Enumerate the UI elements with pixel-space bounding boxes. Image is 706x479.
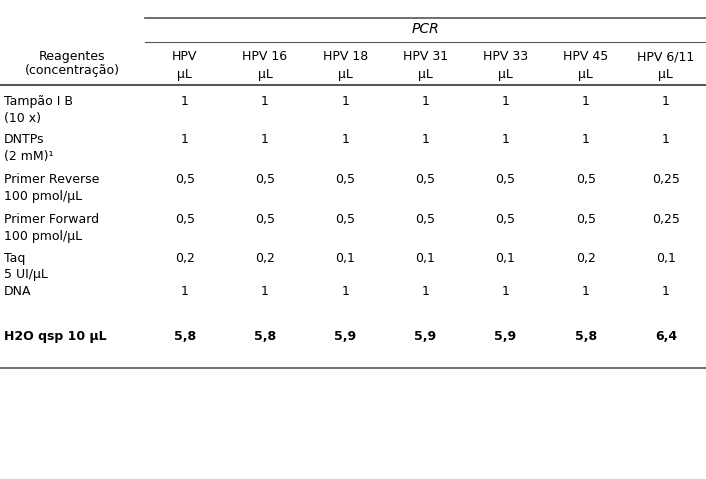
Text: DNA: DNA xyxy=(4,285,32,298)
Text: 0,1: 0,1 xyxy=(415,252,436,265)
Text: 0,5: 0,5 xyxy=(575,173,596,186)
Text: HPV: HPV xyxy=(172,50,198,63)
Text: 6,4: 6,4 xyxy=(655,330,677,343)
Text: 1: 1 xyxy=(341,133,349,146)
Text: H2O qsp 10 μL: H2O qsp 10 μL xyxy=(4,330,107,343)
Text: 0,5: 0,5 xyxy=(175,173,195,186)
Text: 1: 1 xyxy=(662,133,670,146)
Text: HPV 45: HPV 45 xyxy=(563,50,609,63)
Text: HPV 6/11: HPV 6/11 xyxy=(638,50,695,63)
Text: 0,2: 0,2 xyxy=(175,252,195,265)
Text: 1: 1 xyxy=(181,95,189,108)
Text: 1: 1 xyxy=(662,285,670,298)
Text: 0,5: 0,5 xyxy=(415,173,436,186)
Text: μL: μL xyxy=(418,68,433,81)
Text: μL: μL xyxy=(498,68,513,81)
Text: 0,5: 0,5 xyxy=(175,213,195,226)
Text: 1: 1 xyxy=(582,285,590,298)
Text: (2 mM)¹: (2 mM)¹ xyxy=(4,150,54,163)
Text: Primer Reverse: Primer Reverse xyxy=(4,173,100,186)
Text: DNTPs: DNTPs xyxy=(4,133,44,146)
Text: 0,5: 0,5 xyxy=(496,213,515,226)
Text: 1: 1 xyxy=(501,133,510,146)
Text: 0,2: 0,2 xyxy=(576,252,596,265)
Text: 1: 1 xyxy=(662,95,670,108)
Text: 0,5: 0,5 xyxy=(255,213,275,226)
Text: μL: μL xyxy=(659,68,674,81)
Text: 1: 1 xyxy=(582,133,590,146)
Text: 0,25: 0,25 xyxy=(652,213,680,226)
Text: μL: μL xyxy=(337,68,352,81)
Text: 100 pmol/μL: 100 pmol/μL xyxy=(4,190,82,203)
Text: 1: 1 xyxy=(421,95,429,108)
Text: Tampão I B: Tampão I B xyxy=(4,95,73,108)
Text: 1: 1 xyxy=(181,133,189,146)
Text: Reagentes: Reagentes xyxy=(39,50,106,63)
Text: Primer Forward: Primer Forward xyxy=(4,213,99,226)
Text: 5 UI/μL: 5 UI/μL xyxy=(4,268,48,281)
Text: 0,5: 0,5 xyxy=(335,173,355,186)
Text: μL: μL xyxy=(578,68,593,81)
Text: 1: 1 xyxy=(501,285,510,298)
Text: μL: μL xyxy=(177,68,192,81)
Text: HPV 31: HPV 31 xyxy=(403,50,448,63)
Text: 1: 1 xyxy=(341,285,349,298)
Text: 0,5: 0,5 xyxy=(496,173,515,186)
Text: 0,1: 0,1 xyxy=(656,252,676,265)
Text: 5,8: 5,8 xyxy=(254,330,276,343)
Text: μL: μL xyxy=(258,68,273,81)
Text: 1: 1 xyxy=(582,95,590,108)
Text: 0,5: 0,5 xyxy=(255,173,275,186)
Text: 0,25: 0,25 xyxy=(652,173,680,186)
Text: 0,1: 0,1 xyxy=(496,252,515,265)
Text: 1: 1 xyxy=(341,95,349,108)
Text: 1: 1 xyxy=(421,285,429,298)
Text: 1: 1 xyxy=(261,133,269,146)
Text: 0,5: 0,5 xyxy=(335,213,355,226)
Text: 100 pmol/μL: 100 pmol/μL xyxy=(4,230,82,243)
Text: (concentração): (concentração) xyxy=(25,64,120,77)
Text: 5,9: 5,9 xyxy=(334,330,357,343)
Text: HPV 18: HPV 18 xyxy=(323,50,368,63)
Text: 1: 1 xyxy=(181,285,189,298)
Text: (10 x): (10 x) xyxy=(4,112,41,125)
Text: HPV 33: HPV 33 xyxy=(483,50,528,63)
Text: 5,9: 5,9 xyxy=(414,330,436,343)
Text: 1: 1 xyxy=(421,133,429,146)
Text: 1: 1 xyxy=(501,95,510,108)
Text: 0,1: 0,1 xyxy=(335,252,355,265)
Text: 0,5: 0,5 xyxy=(415,213,436,226)
Text: 0,2: 0,2 xyxy=(255,252,275,265)
Text: HPV 16: HPV 16 xyxy=(242,50,287,63)
Text: PCR: PCR xyxy=(412,22,439,36)
Text: 1: 1 xyxy=(261,285,269,298)
Text: Taq: Taq xyxy=(4,252,25,265)
Text: 5,9: 5,9 xyxy=(494,330,517,343)
Text: 1: 1 xyxy=(261,95,269,108)
Text: 5,8: 5,8 xyxy=(174,330,196,343)
Text: 0,5: 0,5 xyxy=(575,213,596,226)
Text: 5,8: 5,8 xyxy=(575,330,597,343)
